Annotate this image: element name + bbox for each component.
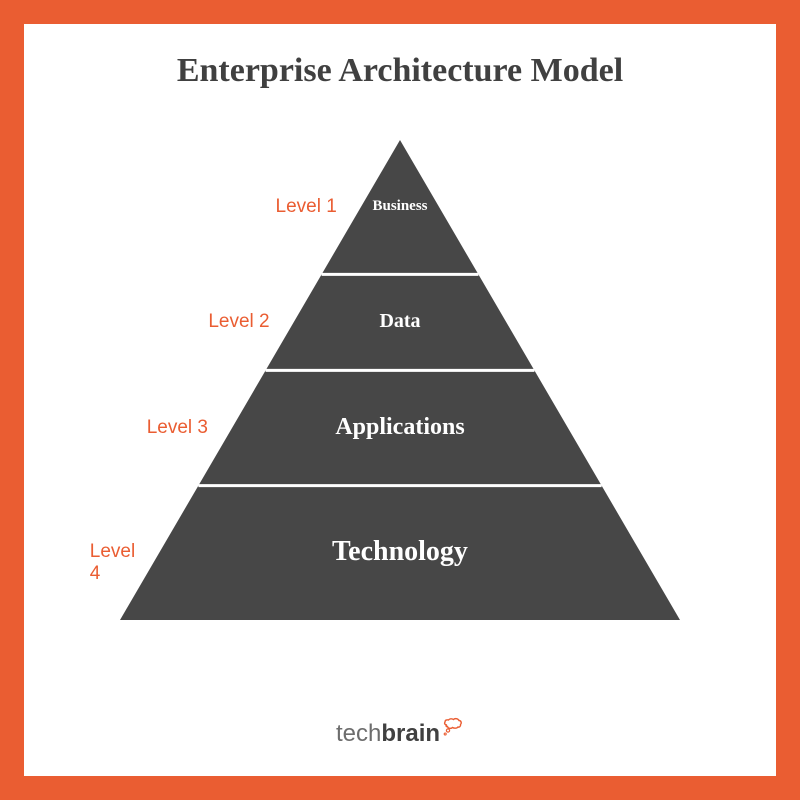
content-area: Enterprise Architecture Model BusinessLe… [24, 24, 776, 776]
pyramid-tier-label: Technology [120, 536, 680, 568]
level-label: Level 2 [208, 311, 269, 333]
diagram-title: Enterprise Architecture Model [24, 52, 776, 90]
level-label: Level 4 [90, 541, 135, 585]
diagram-frame: Enterprise Architecture Model BusinessLe… [0, 0, 800, 800]
thought-bubble-icon [442, 716, 464, 744]
level-label: Level 1 [276, 196, 337, 218]
brand-logo: techbrain [24, 720, 776, 748]
pyramid-diagram: BusinessLevel 1DataLevel 2ApplicationsLe… [120, 140, 680, 620]
pyramid-tier-label: Business [120, 198, 680, 215]
logo-tech: tech [336, 720, 381, 747]
level-label: Level 3 [147, 417, 208, 439]
logo-brain: brain [381, 720, 440, 747]
pyramid-tier-label: Data [120, 310, 680, 333]
